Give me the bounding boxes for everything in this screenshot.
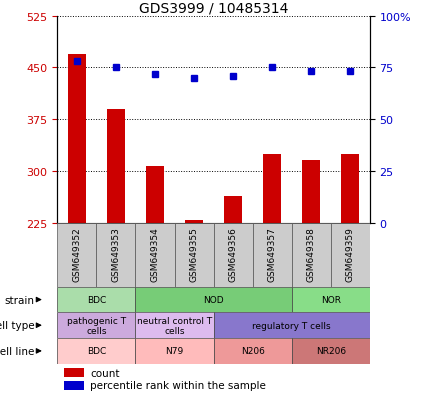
- Text: GSM649359: GSM649359: [346, 226, 355, 281]
- Text: GSM649356: GSM649356: [229, 226, 238, 281]
- Text: cell line: cell line: [0, 346, 34, 356]
- Title: GDS3999 / 10485314: GDS3999 / 10485314: [139, 1, 288, 15]
- Text: GSM649354: GSM649354: [150, 226, 159, 281]
- Text: N79: N79: [165, 347, 184, 356]
- Bar: [57, 313, 136, 338]
- Bar: [213, 338, 292, 364]
- Bar: [136, 338, 213, 364]
- Bar: [64, 368, 84, 377]
- Bar: [96, 223, 136, 287]
- Text: NOD: NOD: [203, 295, 224, 304]
- Text: GSM649358: GSM649358: [307, 226, 316, 281]
- Text: GSM649353: GSM649353: [111, 226, 120, 281]
- Text: NR206: NR206: [316, 347, 346, 356]
- Bar: [57, 338, 136, 364]
- Text: percentile rank within the sample: percentile rank within the sample: [91, 380, 266, 391]
- Bar: [341, 154, 359, 223]
- Bar: [57, 223, 96, 287]
- Text: neutral control T
cells: neutral control T cells: [137, 316, 212, 335]
- Bar: [136, 287, 292, 313]
- Bar: [107, 109, 125, 223]
- Bar: [252, 223, 292, 287]
- Bar: [331, 223, 370, 287]
- Bar: [264, 154, 281, 223]
- Bar: [57, 287, 136, 313]
- Bar: [224, 197, 242, 223]
- Bar: [213, 223, 252, 287]
- Text: pathogenic T
cells: pathogenic T cells: [67, 316, 126, 335]
- Bar: [64, 381, 84, 390]
- Bar: [175, 223, 213, 287]
- Bar: [303, 161, 320, 223]
- Text: cell type: cell type: [0, 320, 34, 330]
- Text: BDC: BDC: [87, 295, 106, 304]
- Bar: [292, 223, 331, 287]
- Bar: [146, 166, 164, 223]
- Bar: [292, 287, 370, 313]
- Bar: [292, 338, 370, 364]
- Bar: [68, 55, 86, 223]
- Text: NOR: NOR: [321, 295, 341, 304]
- Text: GSM649352: GSM649352: [72, 226, 82, 281]
- Bar: [136, 223, 175, 287]
- Bar: [136, 313, 213, 338]
- Text: regulatory T cells: regulatory T cells: [252, 321, 331, 330]
- Text: BDC: BDC: [87, 347, 106, 356]
- Text: GSM649355: GSM649355: [190, 226, 198, 281]
- Text: count: count: [91, 368, 120, 377]
- Bar: [185, 221, 203, 223]
- Text: N206: N206: [241, 347, 264, 356]
- Text: GSM649357: GSM649357: [268, 226, 277, 281]
- Text: strain: strain: [4, 295, 34, 305]
- Bar: [213, 313, 370, 338]
